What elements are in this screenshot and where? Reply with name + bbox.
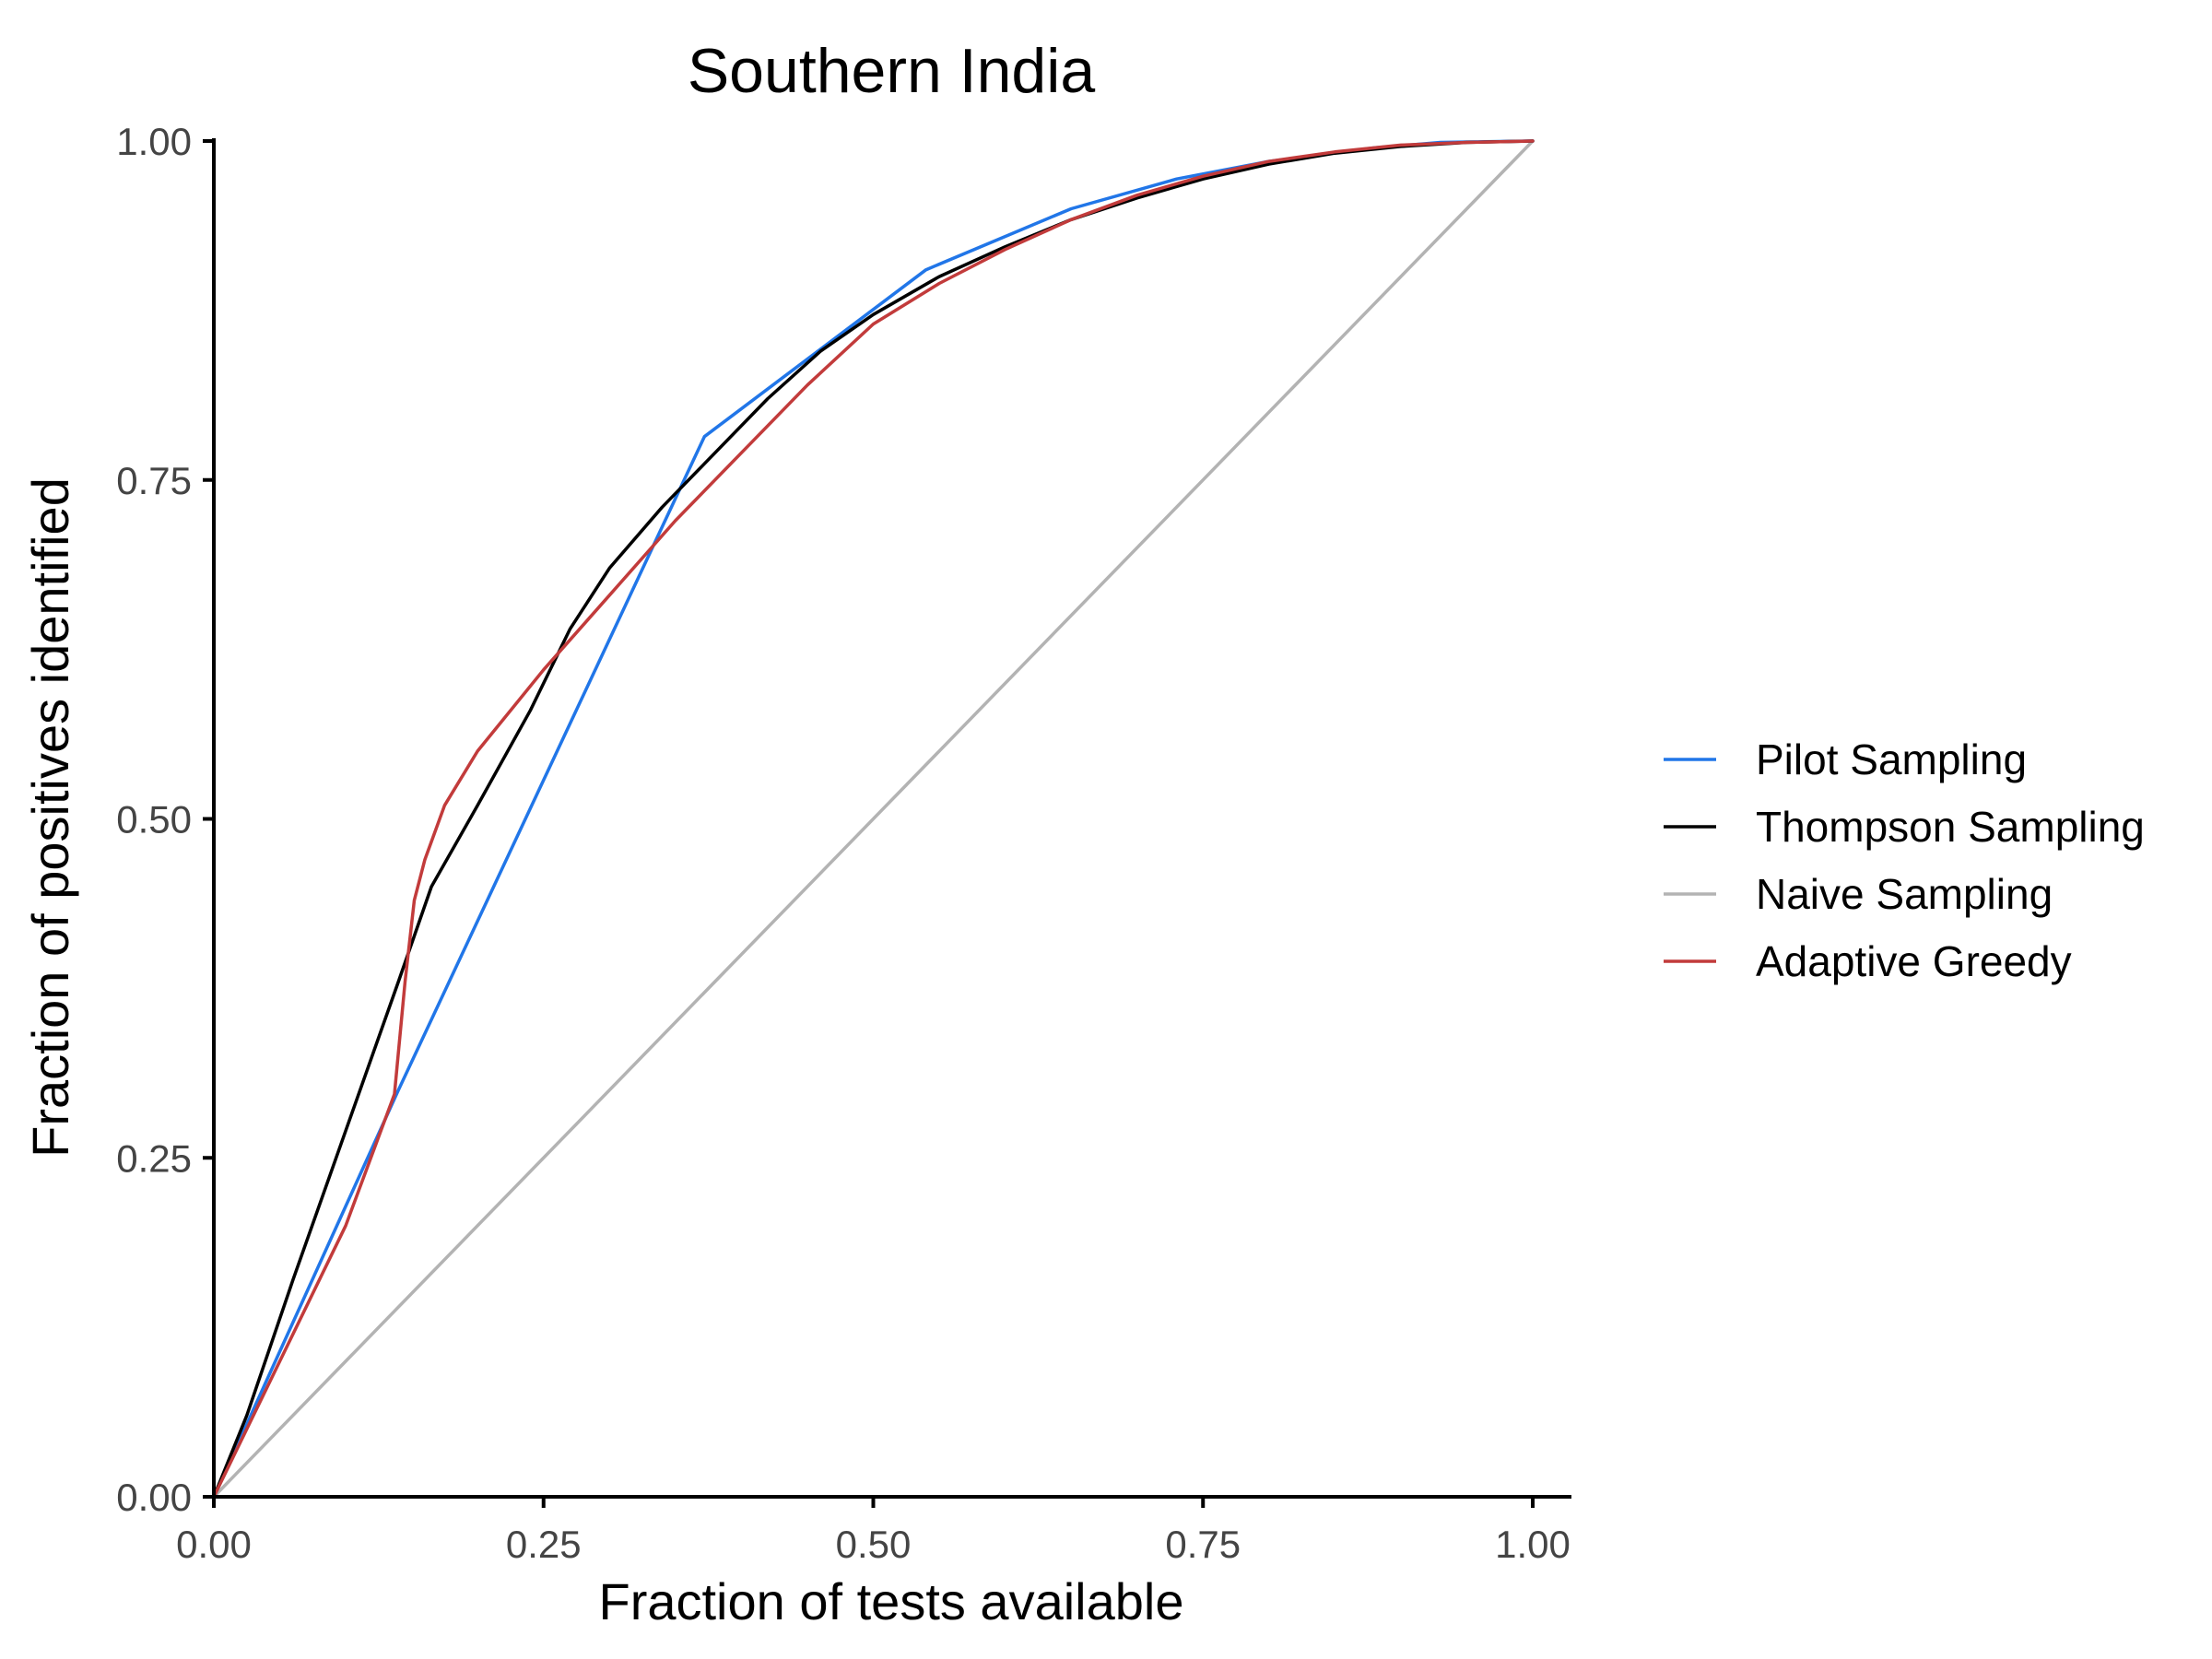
- x-tick-label: 1.00: [1495, 1523, 1571, 1566]
- series-line-naive-sampling: [212, 139, 1535, 1499]
- y-tick-label: 0.00: [116, 1476, 192, 1519]
- legend-label: Naive Sampling: [1756, 870, 2053, 918]
- y-tick-label: 0.50: [116, 798, 192, 841]
- x-tick-label: 0.00: [176, 1523, 252, 1566]
- series-line-thompson-sampling: [212, 139, 1535, 1499]
- x-tick-label: 0.50: [836, 1523, 912, 1566]
- y-axis-ticks: 0.00 0.25 0.50 0.75 1.00: [116, 120, 214, 1519]
- y-axis-title: Fraction of positives identified: [21, 477, 79, 1158]
- x-tick-label: 0.75: [1165, 1523, 1241, 1566]
- series-line-adaptive-greedy: [212, 139, 1535, 1499]
- x-axis-title: Fraction of tests available: [599, 1572, 1184, 1630]
- x-axis-ticks: 0.00 0.25 0.50 0.75 1.00: [176, 1497, 1571, 1566]
- y-tick-label: 1.00: [116, 120, 192, 163]
- y-tick-label: 0.25: [116, 1136, 192, 1180]
- chart-title: Southern India: [688, 36, 1096, 106]
- legend-label: Adaptive Greedy: [1756, 937, 2072, 985]
- series-layer: [212, 139, 1535, 1499]
- legend-label: Pilot Sampling: [1756, 735, 2027, 783]
- legend: Pilot Sampling Thompson Sampling Naive Sam…: [1664, 735, 2145, 985]
- x-tick-label: 0.25: [506, 1523, 582, 1566]
- y-tick-label: 0.75: [116, 459, 192, 502]
- legend-label: Thompson Sampling: [1756, 803, 2145, 851]
